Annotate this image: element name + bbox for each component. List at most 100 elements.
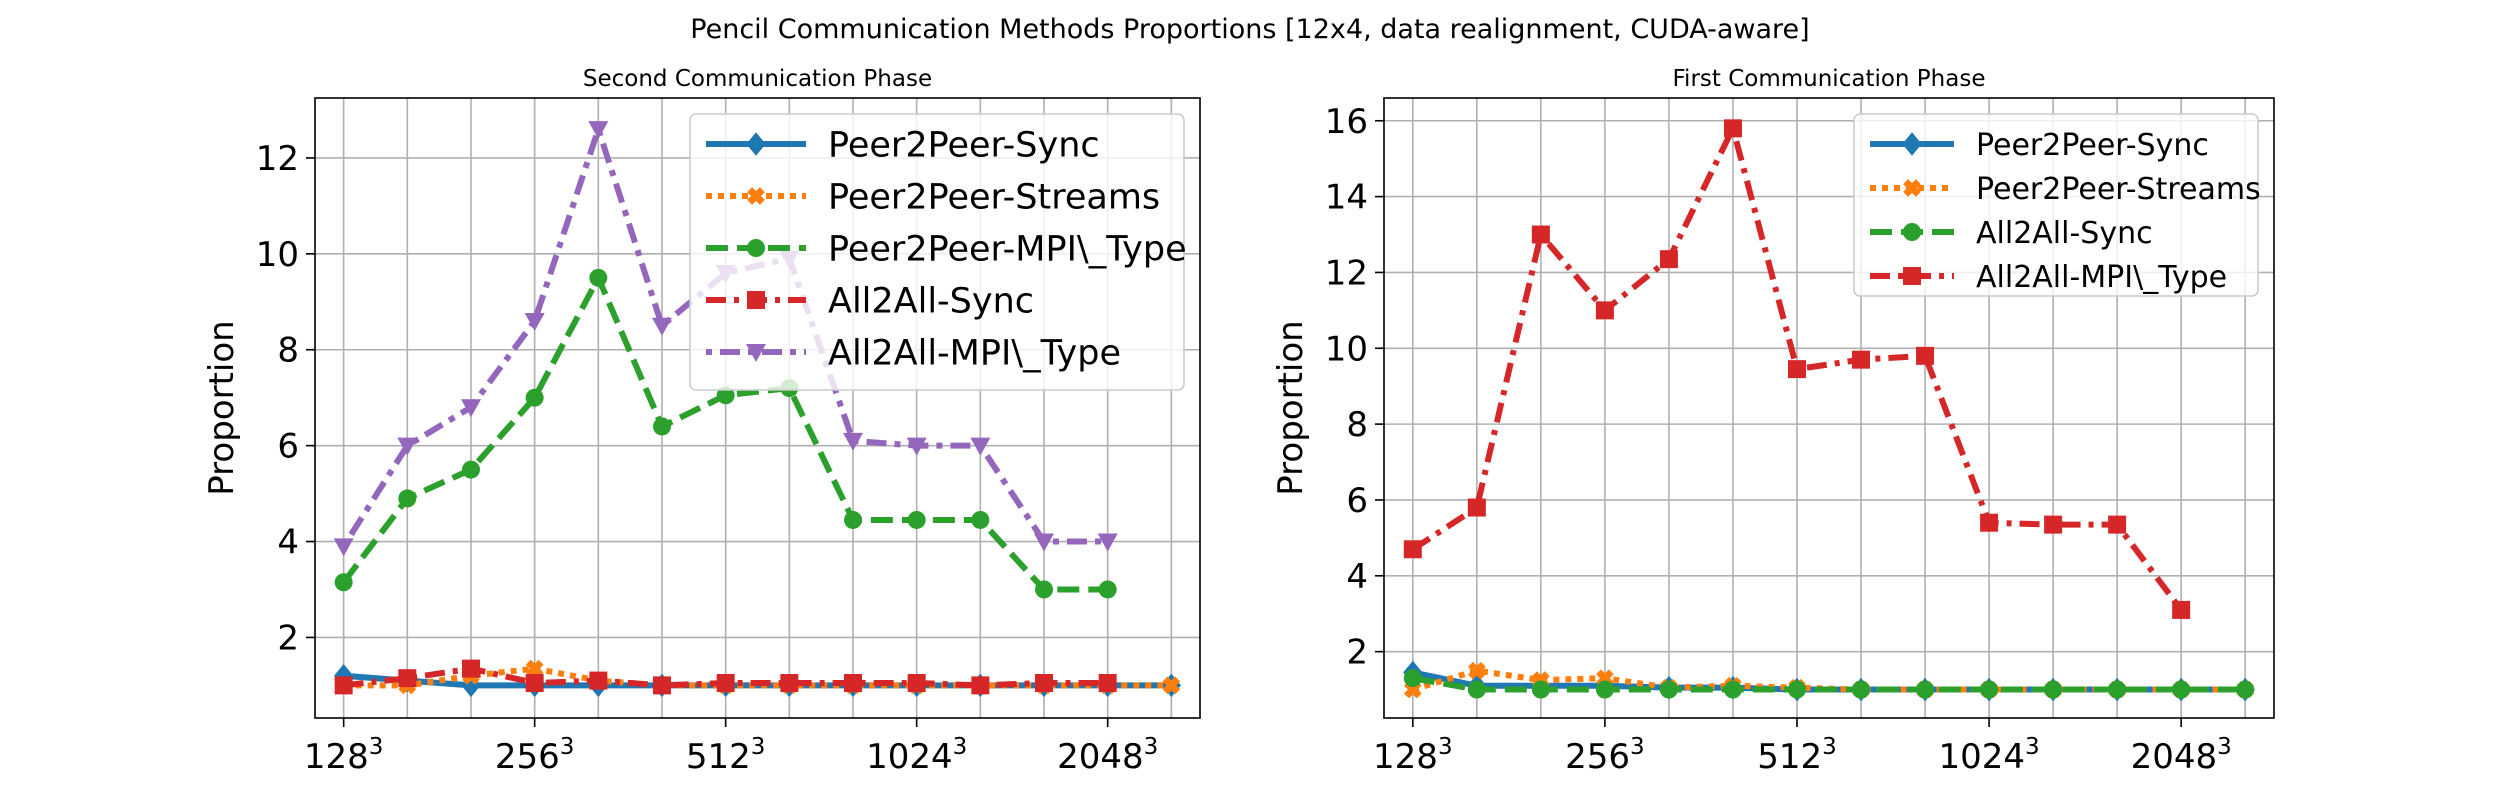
y-tick-label: 12 bbox=[256, 139, 299, 179]
data-point bbox=[461, 659, 480, 678]
series-all2all-sync bbox=[334, 659, 1117, 695]
legend-box bbox=[689, 113, 1185, 391]
legend-label: Peer2Peer-MPI\_Type bbox=[828, 230, 1187, 270]
data-point bbox=[1980, 513, 1999, 532]
x-tick-label: 1283 bbox=[304, 734, 384, 777]
x-tick-label: 10243 bbox=[1938, 734, 2039, 777]
panel-title: First Communication Phase bbox=[1673, 66, 1986, 92]
legend-item: Peer2Peer-Sync bbox=[706, 126, 1100, 166]
data-point bbox=[460, 399, 481, 418]
y-tick-label: 14 bbox=[1325, 178, 1368, 218]
data-point bbox=[1659, 680, 1678, 699]
y-tick-label: 6 bbox=[1346, 481, 1368, 521]
right-panel: First Communication Phase246810121416128… bbox=[1271, 66, 2275, 777]
y-tick-label: 4 bbox=[1346, 557, 1368, 597]
legend-marker bbox=[746, 344, 766, 362]
data-point bbox=[1035, 673, 1054, 692]
legend-label: Peer2Peer-Streams bbox=[1976, 172, 2261, 207]
data-point bbox=[2044, 515, 2063, 534]
data-point bbox=[1098, 580, 1117, 599]
legend: Peer2Peer-Sync Peer2Peer-Streams All2All-S… bbox=[1853, 113, 2261, 297]
data-point bbox=[1787, 360, 1806, 379]
legend-label: All2All-MPI\_Type bbox=[1976, 260, 2227, 295]
data-point bbox=[2236, 680, 2255, 699]
data-point bbox=[1852, 680, 1871, 699]
data-point bbox=[843, 432, 864, 451]
data-point bbox=[1916, 680, 1935, 699]
data-point bbox=[2172, 600, 2191, 619]
data-point bbox=[652, 676, 671, 695]
data-point bbox=[2044, 680, 2063, 699]
y-tick-label: 6 bbox=[277, 427, 299, 467]
x-tick-label: 20483 bbox=[2131, 734, 2232, 777]
y-tick-label: 2 bbox=[277, 618, 299, 658]
data-point bbox=[2108, 515, 2127, 534]
series-all2all-sync bbox=[1403, 669, 2255, 699]
y-tick-label: 16 bbox=[1325, 102, 1368, 142]
y-axis-label: Proportion bbox=[202, 320, 242, 495]
legend-item: All2All-MPI\_Type bbox=[706, 334, 1121, 374]
x-tick-label: 20483 bbox=[1057, 734, 1158, 777]
legend-item: Peer2Peer-Streams bbox=[706, 178, 1160, 218]
legend-marker bbox=[1903, 179, 1921, 197]
y-tick-label: 10 bbox=[1325, 329, 1368, 369]
y-tick-label: 4 bbox=[277, 523, 299, 563]
legend-label: Peer2Peer-Streams bbox=[828, 178, 1160, 218]
data-point bbox=[1723, 680, 1742, 699]
data-point bbox=[398, 489, 417, 508]
legend: Peer2Peer-Sync Peer2Peer-Streams Peer2Peer… bbox=[689, 113, 1187, 391]
data-point bbox=[398, 669, 417, 688]
data-point bbox=[906, 437, 927, 456]
data-point bbox=[2172, 680, 2191, 699]
data-point bbox=[525, 388, 544, 407]
y-tick-label: 12 bbox=[1325, 253, 1368, 293]
data-point bbox=[588, 121, 609, 140]
data-point bbox=[844, 673, 863, 692]
legend-item: Peer2Peer-MPI\_Type bbox=[706, 230, 1187, 270]
data-point bbox=[651, 317, 672, 336]
data-point bbox=[2108, 680, 2127, 699]
legend-marker bbox=[746, 132, 766, 156]
legend-item: Peer2Peer-Sync bbox=[1870, 128, 2209, 163]
data-point bbox=[397, 437, 418, 456]
data-point bbox=[844, 510, 863, 529]
data-point bbox=[525, 659, 544, 678]
data-point bbox=[970, 437, 991, 456]
y-tick-label: 2 bbox=[1346, 633, 1368, 673]
legend-label: All2All-MPI\_Type bbox=[828, 334, 1121, 374]
data-point bbox=[1723, 119, 1742, 138]
data-point bbox=[1595, 680, 1614, 699]
data-point bbox=[589, 671, 608, 690]
data-point bbox=[1162, 676, 1181, 695]
data-point bbox=[334, 573, 353, 592]
axes-frame bbox=[1383, 97, 2275, 719]
data-point bbox=[1916, 346, 1935, 365]
legend-label: Peer2Peer-Sync bbox=[828, 126, 1100, 166]
legend-label: All2All-Sync bbox=[828, 282, 1034, 322]
data-point bbox=[333, 538, 354, 557]
legend-item: All2All-MPI\_Type bbox=[1870, 260, 2227, 295]
data-point bbox=[907, 510, 926, 529]
data-point bbox=[1467, 498, 1486, 517]
data-point bbox=[525, 673, 544, 692]
x-tick-label: 10243 bbox=[866, 734, 967, 777]
series-all2all-mpi-type bbox=[333, 121, 1118, 557]
data-point bbox=[1403, 669, 1422, 688]
axes-frame bbox=[314, 97, 1201, 719]
data-point bbox=[1595, 301, 1614, 320]
data-point bbox=[1468, 661, 1486, 680]
data-point bbox=[971, 676, 990, 695]
data-point bbox=[334, 676, 353, 695]
data-point bbox=[652, 417, 671, 436]
data-point bbox=[1980, 680, 1999, 699]
series-line bbox=[1412, 675, 2246, 693]
data-point bbox=[1403, 540, 1422, 559]
data-point bbox=[1531, 225, 1550, 244]
data-point bbox=[524, 312, 545, 331]
data-point bbox=[1467, 680, 1486, 699]
series-all2all-mpi-type bbox=[1403, 119, 2191, 619]
legend-marker bbox=[1903, 223, 1921, 241]
legend-label: All2All-Sync bbox=[1976, 216, 2153, 251]
